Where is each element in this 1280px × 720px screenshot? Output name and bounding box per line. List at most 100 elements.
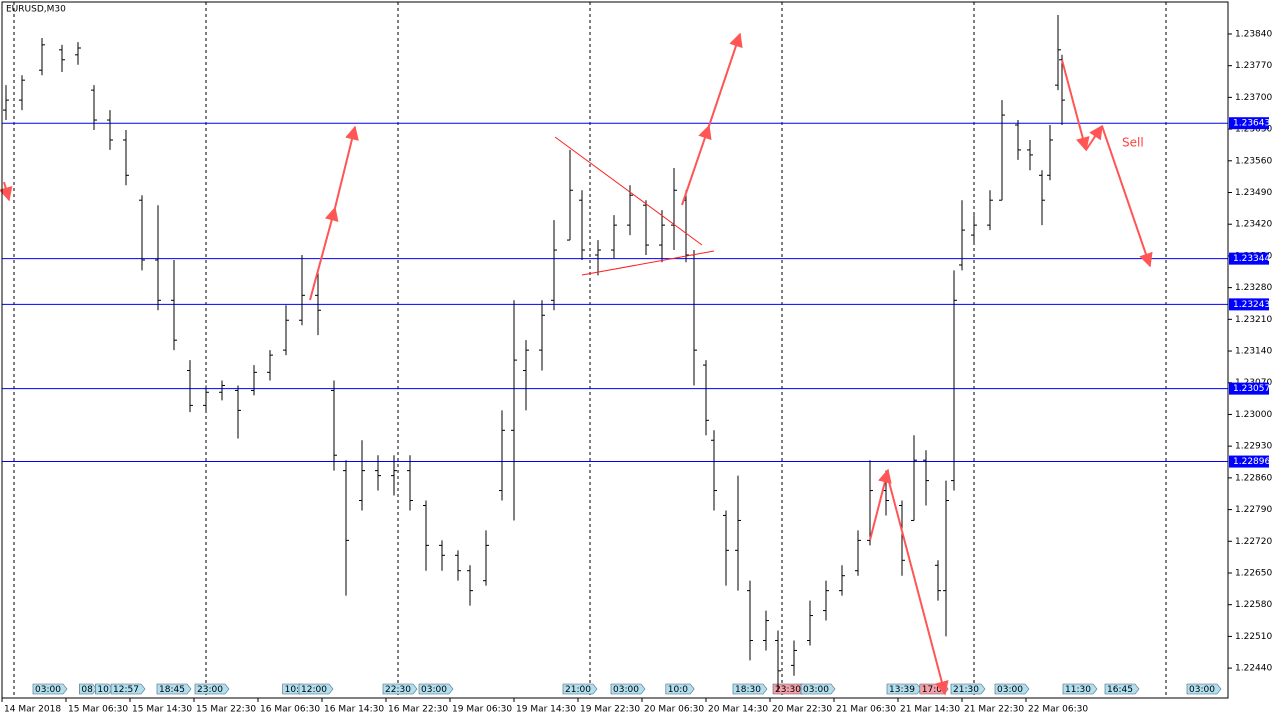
event-tag (110, 683, 146, 695)
event-tag-label: 10: (285, 685, 299, 695)
event-tag (156, 683, 192, 695)
arrow (309, 206, 339, 301)
x-tick-label: 14 Mar 2018 (4, 705, 61, 715)
event-tag (1062, 683, 1098, 695)
event-tag (382, 683, 418, 695)
level-label: 1.23243 (1233, 300, 1270, 310)
event-tag-label: 08 (81, 685, 93, 695)
event-tag-label: 23:30 (775, 685, 801, 695)
y-tick-label: 1.22860 (1235, 473, 1272, 483)
event-tag (1104, 683, 1140, 695)
event-tag-label: 03:00 (35, 685, 61, 695)
arrow (869, 468, 892, 541)
y-tick-label: 1.23560 (1235, 156, 1272, 166)
event-tag-label: 03:00 (613, 685, 639, 695)
x-tick-label: 15 Mar 06:30 (68, 705, 128, 715)
event-tag-label: 03:00 (803, 685, 829, 695)
event-tag-label: 12:00 (301, 685, 327, 695)
y-tick-label: 1.23420 (1235, 220, 1272, 230)
frame (1, 1, 1229, 699)
event-tag (194, 683, 230, 695)
event-tag (732, 683, 768, 695)
x-tick-label: 16 Mar 22:30 (388, 705, 448, 715)
x-tick-label: 19 Mar 06:30 (452, 705, 512, 715)
event-tag-label: 10:0 (668, 685, 688, 695)
trend-line (581, 250, 715, 276)
arrow (708, 32, 743, 127)
x-tick-label: 22 Mar 06:30 (1028, 705, 1088, 715)
event-tag-label: 21:00 (565, 685, 591, 695)
event-tag (95, 683, 113, 695)
x-tick-label: 19 Mar 22:30 (580, 705, 640, 715)
y-tick-label: 1.22650 (1235, 568, 1272, 578)
event-tag-label: 18:30 (735, 685, 761, 695)
event-tag-label: 03:00 (1189, 685, 1215, 695)
y-tick-label: 1.23490 (1235, 188, 1272, 198)
x-tick-label: 21 Mar 14:30 (900, 705, 960, 715)
level-label-box (1229, 252, 1269, 265)
event-tag (562, 683, 598, 695)
event-tag-label: 13:39 (889, 685, 915, 695)
event-tag-label: 16:45 (1107, 685, 1133, 695)
x-tick-label: 15 Mar 14:30 (132, 705, 192, 715)
y-tick-label: 1.22440 (1235, 664, 1272, 674)
event-tag (79, 683, 97, 695)
event-tag (32, 683, 68, 695)
y-tick-label: 1.22790 (1235, 505, 1272, 515)
arrow (681, 124, 712, 206)
y-tick-label: 1.23140 (1235, 347, 1272, 357)
event-tag (886, 683, 922, 695)
x-tick-label: 20 Mar 22:30 (772, 705, 832, 715)
event-tag-label: 23:00 (197, 685, 223, 695)
y-tick-label: 1.22580 (1235, 600, 1272, 610)
chart-title: EURUSD,M30 (6, 5, 66, 15)
y-tick-label: 1.22510 (1235, 632, 1272, 642)
x-tick-label: 15 Mar 22:30 (196, 705, 256, 715)
event-tag (1186, 683, 1222, 695)
y-tick-label: 1.23630 (1235, 125, 1272, 135)
arrow (887, 477, 949, 696)
y-tick-label: 1.23840 (1235, 29, 1272, 39)
event-tag-label: 22:30 (385, 685, 411, 695)
event-tag-label: 21:30 (953, 685, 979, 695)
event-tag (994, 683, 1030, 695)
x-tick-label: 21 Mar 06:30 (836, 705, 896, 715)
level-label-box (1229, 382, 1269, 395)
arrow (1101, 125, 1153, 268)
event-tag-label: 17:0 (922, 685, 942, 695)
y-tick-label: 1.23280 (1235, 283, 1272, 293)
event-tag (418, 683, 454, 695)
level-label-box (1229, 298, 1269, 311)
level-label: 1.23344 (1233, 254, 1270, 264)
arrow (334, 125, 359, 209)
y-tick-label: 1.22720 (1235, 537, 1272, 547)
x-tick-label: 16 Mar 06:30 (260, 705, 320, 715)
event-tag (298, 683, 334, 695)
event-tag (665, 683, 695, 695)
event-tag-label: 12:57 (113, 685, 139, 695)
y-tick-label: 1.22930 (1235, 442, 1272, 452)
x-tick-label: 20 Mar 14:30 (708, 705, 768, 715)
level-label: 1.23057 (1233, 384, 1270, 394)
level-label-box (1229, 117, 1269, 130)
event-tag (800, 683, 836, 695)
y-tick-label: 1.23770 (1235, 61, 1272, 71)
y-tick-label: 1.23700 (1235, 93, 1272, 103)
event-tag-label: 18:45 (159, 685, 185, 695)
trend-line (554, 136, 703, 246)
x-tick-label: 16 Mar 14:30 (324, 705, 384, 715)
level-label-box (1229, 455, 1269, 468)
arrow (0, 181, 13, 202)
y-tick-label: 1.23210 (1235, 315, 1272, 325)
annotation: Sell (1122, 136, 1144, 150)
event-tag (950, 683, 986, 695)
x-tick-label: 21 Mar 22:30 (964, 705, 1024, 715)
event-tag-label: 03:00 (997, 685, 1023, 695)
event-tag-label: 03:00 (421, 685, 447, 695)
event-tag (610, 683, 646, 695)
drawings (0, 32, 1153, 696)
event-tag-label: 10 (97, 685, 109, 695)
